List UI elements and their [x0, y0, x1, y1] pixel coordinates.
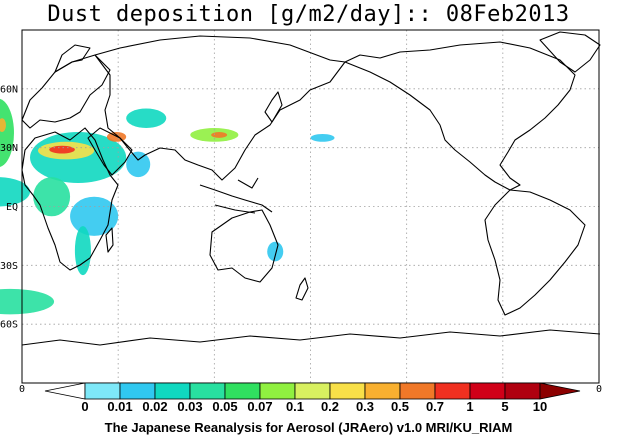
coast-japan: [264, 91, 283, 123]
colorbar-label: 0: [81, 399, 88, 414]
lat-label: 30N: [0, 143, 18, 154]
lat-label: EQ: [6, 202, 18, 213]
dust-region-pacific-nw: [310, 133, 335, 142]
lat-label: 60S: [0, 320, 18, 331]
coast-new-zealand: [295, 277, 309, 301]
dust-layer: [0, 98, 335, 315]
dust-region-central-africa: [70, 196, 119, 236]
dust-region-trop-atlantic: [0, 177, 31, 207]
colorbar-segment: [224, 382, 261, 400]
dust-region-gobi-peak: [211, 131, 228, 138]
dust-region-arabia: [126, 151, 151, 178]
colorbar-segment: [119, 382, 156, 400]
coast-antarctica: [21, 329, 601, 346]
dust-region-west-africa: [33, 177, 71, 217]
dust-region-sahara-peak: [49, 145, 75, 154]
coast-greenland: [539, 31, 601, 73]
map-title: Dust deposition [g/m2/day]:: 08Feb2013: [47, 2, 570, 27]
coast-indonesia: [199, 177, 273, 214]
dust-region-atlantic-peak: [0, 118, 6, 132]
colorbar-label: 0.5: [391, 399, 409, 414]
colorbar-segment: [294, 382, 331, 400]
colorbar-label: 0.1: [286, 399, 304, 414]
graticule: [22, 30, 599, 383]
colorbar-label: 0.03: [177, 399, 202, 414]
colorbar-label: 0.3: [356, 399, 374, 414]
colorbar-segment: [469, 382, 506, 400]
coast-arabia: [87, 127, 133, 176]
credit-text: The Japanese Reanalysis for Aerosol (JRA…: [104, 420, 513, 435]
lat-label: 60N: [0, 84, 18, 95]
coast-africa: [21, 127, 119, 271]
colorbar-label: 0.2: [321, 399, 339, 414]
colorbar-segment: [504, 382, 541, 400]
colorbar-segment: [434, 382, 471, 400]
dust-region-south-atlantic: [0, 288, 55, 315]
colorbar-label: 0.02: [142, 399, 167, 414]
colorbar-lower-triangle: [44, 382, 86, 400]
colorbar-label: 0.07: [247, 399, 272, 414]
coast-europe: [21, 54, 111, 129]
coast-madagascar: [105, 227, 114, 253]
corner-label-right: 0: [596, 384, 602, 395]
colorbar-label: 5: [501, 399, 508, 414]
lat-label: 30S: [0, 261, 18, 272]
coastlines: [21, 31, 601, 346]
colorbar-label: 0.01: [107, 399, 132, 414]
colorbar-segment: [329, 382, 366, 400]
coast-north-america: [344, 41, 576, 191]
colorbar-segment: [154, 382, 191, 400]
coast-scandinavia: [54, 44, 91, 73]
coast-asia: [94, 35, 346, 181]
dust-region-north-atlantic: [0, 98, 14, 167]
dust-region-central-asia: [126, 108, 167, 129]
corner-label-left: 0: [19, 384, 25, 395]
colorbar-segment: [259, 382, 296, 400]
colorbar-segment: [364, 382, 401, 400]
dust-region-australia: [267, 241, 284, 262]
colorbar-label: 0.05: [212, 399, 237, 414]
latitude-labels: 60N 30N EQ 30S 60S: [0, 84, 18, 330]
coast-australia: [209, 209, 279, 283]
colorbar-segment: [399, 382, 436, 400]
colorbar-upper-triangle: [539, 382, 581, 400]
colorbar-segment: [84, 382, 121, 400]
colorbar-segment: [189, 382, 226, 400]
colorbar-label: 0.7: [426, 399, 444, 414]
colorbar: 0 0.01 0.02 0.03 0.05 0.07 0.1 0.2 0.3 0.5 0.7 1 5 10: [44, 382, 581, 414]
colorbar-label: 10: [533, 399, 547, 414]
dust-region-south-africa: [74, 226, 91, 276]
colorbar-label: 1: [466, 399, 473, 414]
coast-south-america: [484, 189, 586, 316]
